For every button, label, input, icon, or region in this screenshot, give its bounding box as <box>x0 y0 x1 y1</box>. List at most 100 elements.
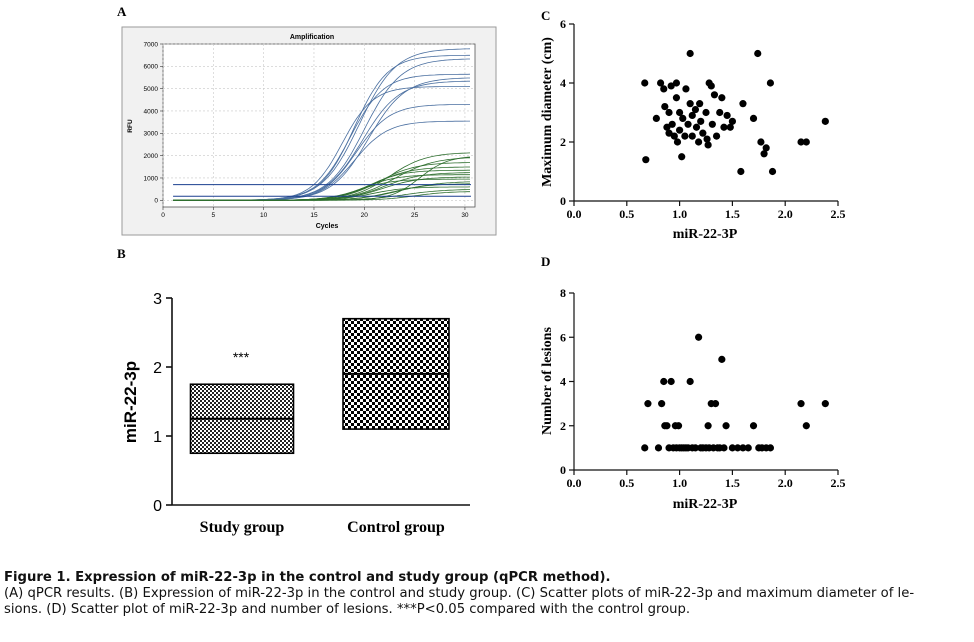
box-chart: 0 1 2 3 Study group Control group miR-22-3p *… <box>121 291 470 536</box>
data-point <box>737 167 745 176</box>
y-tick-label: 8 <box>560 286 566 300</box>
data-point <box>718 355 726 363</box>
data-point <box>691 444 700 452</box>
x-tick-label: 15 <box>310 212 318 219</box>
data-point <box>728 444 737 452</box>
x-tick-label: 1.5 <box>725 207 740 221</box>
x-tick-label: 2.0 <box>778 207 793 221</box>
x-axis-label: Cycles <box>316 223 339 230</box>
data-point <box>797 138 805 146</box>
data-point <box>711 400 720 408</box>
significance-annotation: *** <box>233 349 250 365</box>
data-point <box>728 117 737 125</box>
x-tick-label: 2.0 <box>778 476 793 490</box>
x-axis-label: miR-22-3P <box>673 497 738 512</box>
data-point <box>641 444 649 452</box>
data-point <box>663 123 671 131</box>
data-point <box>760 150 768 158</box>
data-point <box>656 79 665 87</box>
data-point <box>768 167 777 176</box>
data-point <box>691 105 700 114</box>
caption-line-2: sions. (D) Scatter plot of miR-22-3p and… <box>4 602 691 617</box>
data-point <box>660 85 668 93</box>
chart-title: Amplification <box>290 34 334 41</box>
y-tick-label: 0 <box>153 498 162 515</box>
data-point <box>663 422 671 430</box>
panel-label-c: C <box>541 8 550 23</box>
scatter-diameter: 0.0 0.5 1.0 1.5 2.0 2.5 0 2 4 6 miR-22-3P Maximum… <box>540 17 846 242</box>
y-tick-label: 6 <box>560 17 566 31</box>
data-point <box>766 79 775 87</box>
y-tick-label: 4 <box>560 76 566 90</box>
data-point <box>723 111 731 120</box>
y-tick-label: 2 <box>153 360 162 377</box>
x-tick-label: 30 <box>461 212 469 219</box>
y-axis-label: miR-22-3p <box>121 361 140 443</box>
data-point <box>720 444 728 452</box>
data-point <box>766 444 775 452</box>
data-point <box>679 114 687 122</box>
y-tick-label: 0 <box>560 194 566 208</box>
y-tick-label: 4 <box>560 375 566 389</box>
x-tick-label: 20 <box>361 212 369 219</box>
data-point <box>686 377 694 386</box>
data-point <box>667 377 675 386</box>
data-point <box>654 444 663 452</box>
y-tick-label: 5000 <box>144 86 159 93</box>
amplification-curve <box>173 191 470 201</box>
amplification-chart: Amplification 0 5 10 15 20 25 30 0 1000 2000 3000 4… <box>121 26 497 236</box>
data-point <box>821 400 829 408</box>
data-point <box>692 123 701 131</box>
x-tick-label: Study group <box>200 519 285 536</box>
data-point <box>676 126 684 134</box>
x-tick-label: 1.0 <box>672 207 687 221</box>
data-point <box>734 444 742 452</box>
data-point <box>660 377 668 386</box>
data-point <box>704 422 712 430</box>
y-axis-label: Number of lesions <box>540 327 555 435</box>
data-point <box>749 114 758 122</box>
data-point <box>707 82 715 90</box>
x-tick-label: 0.5 <box>619 476 634 490</box>
x-tick-label: 5 <box>212 212 216 219</box>
data-point <box>661 103 669 111</box>
data-point <box>672 79 681 87</box>
data-point <box>696 100 704 108</box>
data-point <box>821 117 829 125</box>
x-tick-label: 0 <box>161 212 165 219</box>
x-tick-label: 10 <box>260 212 268 219</box>
y-tick-label: 3000 <box>144 131 159 138</box>
figure-caption: Figure 1. Expression of miR-22-3p in the… <box>4 570 970 618</box>
data-point <box>642 156 650 164</box>
y-tick-label: 2 <box>560 419 566 433</box>
panel-label-a: A <box>117 4 127 19</box>
data-point <box>722 422 730 430</box>
y-tick-label: 4000 <box>144 108 159 115</box>
data-point <box>644 400 652 408</box>
data-point <box>674 422 683 430</box>
data-point <box>688 132 696 140</box>
data-point <box>681 132 689 140</box>
data-point <box>744 444 752 452</box>
data-point <box>797 400 805 408</box>
y-tick-label: 1000 <box>144 175 159 182</box>
data-point <box>802 422 810 430</box>
x-tick-label: 1.5 <box>725 476 740 490</box>
caption-title: Figure 1. Expression of miR-22-3p in the… <box>4 570 611 585</box>
data-point <box>726 123 734 131</box>
x-tick-label: 0.0 <box>567 207 582 221</box>
y-tick-label: 0 <box>154 198 158 205</box>
data-point <box>652 114 660 122</box>
data-point <box>739 444 747 452</box>
x-axis-label: miR-22-3P <box>673 227 738 242</box>
data-point <box>697 117 705 125</box>
scatter-lesions: 0.0 0.5 1.0 1.5 2.0 2.5 0 2 4 6 8 miR-22-3P Number… <box>540 286 846 512</box>
y-tick-label: 0 <box>560 463 566 477</box>
caption-line-1: (A) qPCR results. (B) Expression of miR-… <box>4 586 915 601</box>
data-point <box>676 108 684 117</box>
data-point <box>704 141 712 149</box>
data-point <box>667 82 675 90</box>
data-point <box>695 138 703 146</box>
data-point <box>695 333 703 341</box>
data-point <box>702 108 710 117</box>
